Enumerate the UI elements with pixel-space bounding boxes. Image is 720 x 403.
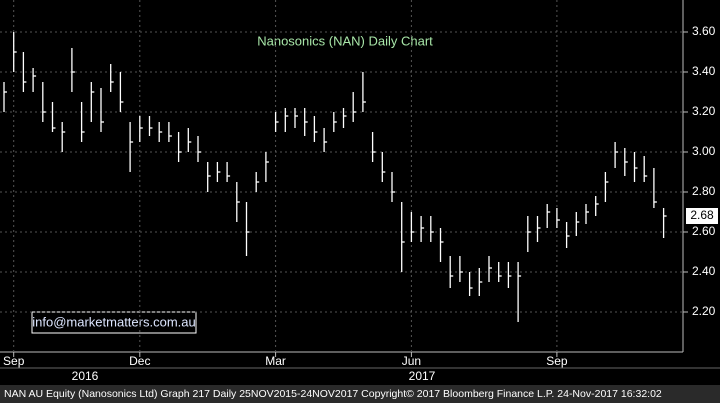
last-price-box — [686, 208, 718, 224]
y-tick-label: 2.20 — [692, 304, 716, 318]
x-tick-label: Dec — [129, 354, 150, 368]
y-tick-label: 3.60 — [692, 24, 716, 38]
y-tick-label: 2.60 — [692, 224, 716, 238]
y-tick-label: 3.40 — [692, 64, 716, 78]
chart-title: Nanosonics (NAN) Daily Chart — [257, 33, 433, 48]
y-tick-label: 3.20 — [692, 104, 716, 118]
x-tick-label: Sep — [546, 354, 568, 368]
year-label: 2017 — [409, 369, 436, 383]
year-label: 2016 — [72, 369, 99, 383]
x-tick-label: Sep — [3, 354, 25, 368]
footer-band — [0, 385, 720, 403]
last-price-label: 2.68 — [690, 208, 714, 222]
footer: NAN AU Equity (Nanosonics Ltd) Graph 217… — [4, 388, 662, 400]
y-tick-label: 3.00 — [692, 144, 716, 158]
annotation-box — [31, 311, 197, 334]
annotation: info@marketmatters.com.au — [32, 314, 195, 329]
x-tick-label: Jun — [402, 354, 421, 368]
y-tick-label: 2.40 — [692, 264, 716, 278]
x-tick-label: Mar — [265, 354, 286, 368]
y-tick-label: 2.80 — [692, 184, 716, 198]
